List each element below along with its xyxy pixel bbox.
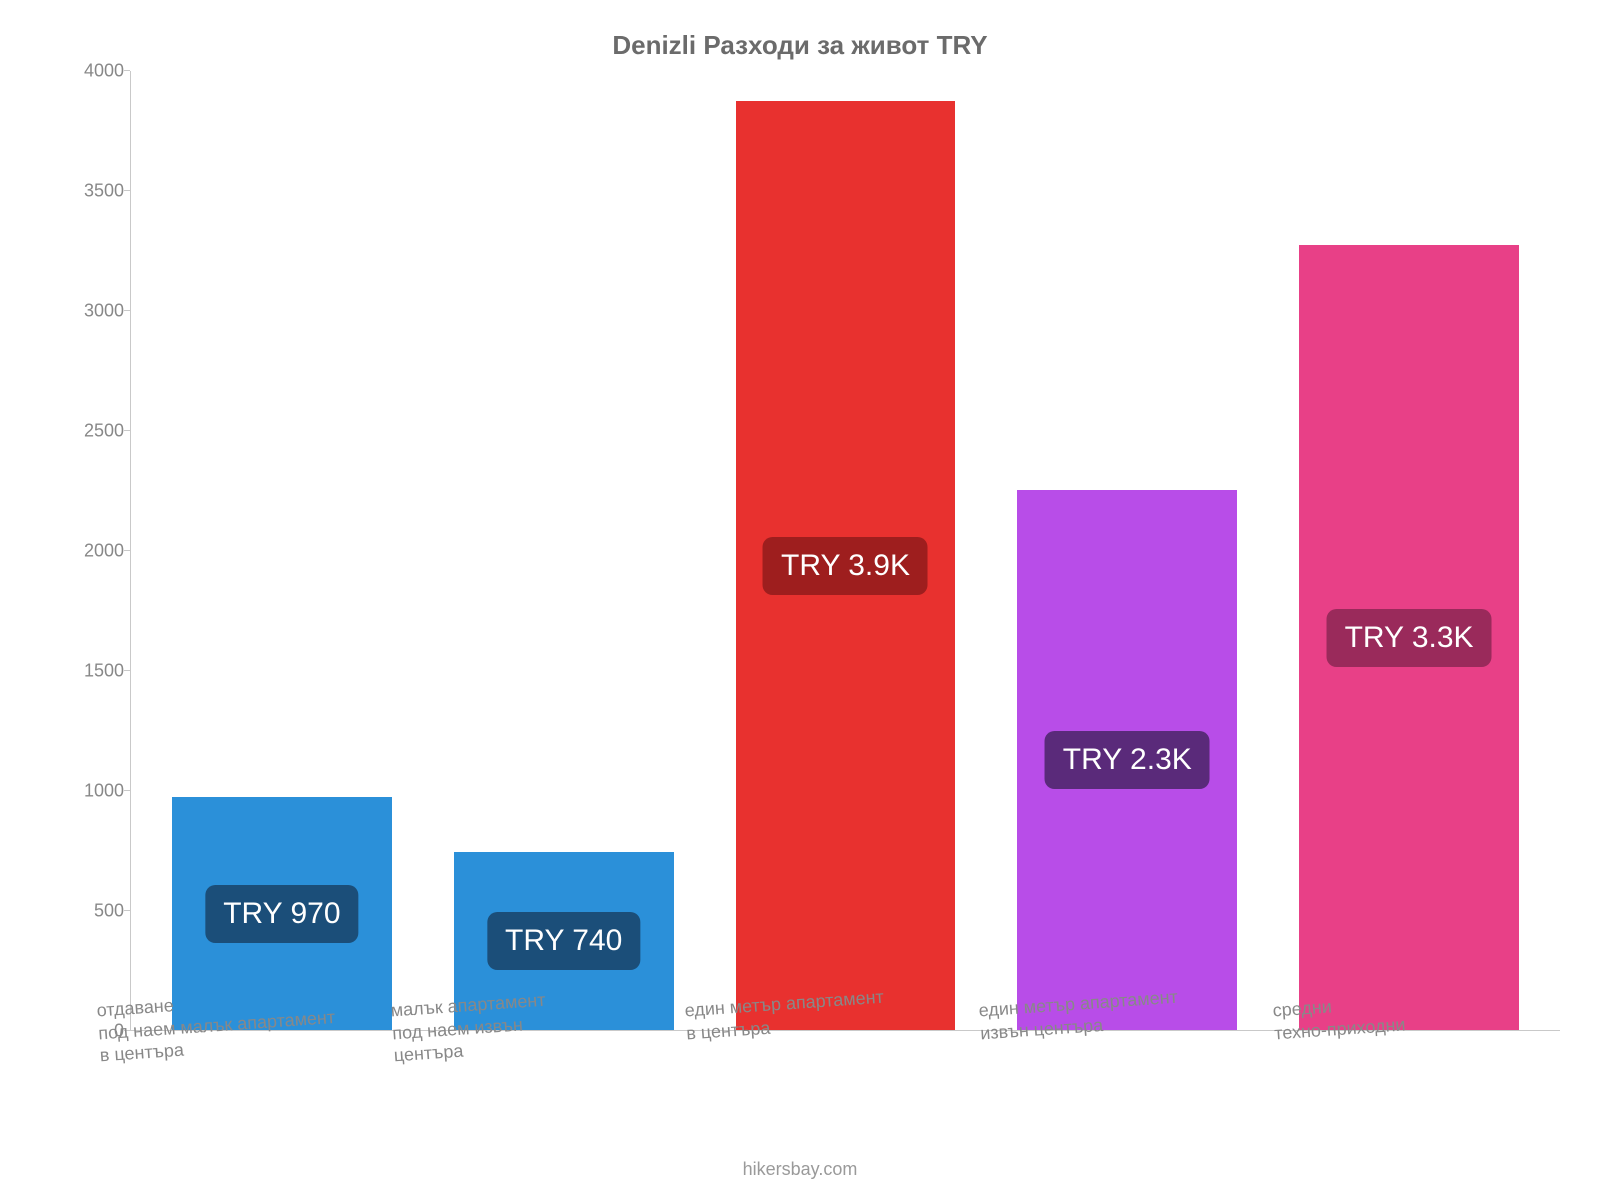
y-tick-label: 2000 (64, 541, 124, 562)
value-badge: TRY 2.3K (1045, 731, 1210, 789)
x-axis-labels: отдаване под наем малък апартамент в цен… (90, 1000, 1560, 1068)
value-badge: TRY 970 (205, 885, 358, 943)
bar-slot: TRY 970 (141, 71, 423, 1030)
bars-area: TRY 970 TRY 740 TRY 3.9K TRY 2.3K TRY 3.3K (130, 71, 1560, 1031)
y-tick-label: 500 (64, 901, 124, 922)
value-badge: TRY 3.9K (763, 537, 928, 595)
y-axis: 05001000150020002500300035004000 (60, 71, 130, 1031)
credit-text: hikersbay.com (0, 1159, 1600, 1180)
y-tick-label: 2500 (64, 421, 124, 442)
chart-container: Denizli Разходи за живот TRY 05001000150… (0, 0, 1600, 1200)
y-tick-label: 3500 (64, 181, 124, 202)
chart-title: Denizli Разходи за живот TRY (40, 30, 1560, 61)
bar-sqm-center: TRY 3.9K (736, 101, 956, 1030)
bar-sqm-outside: TRY 2.3K (1017, 490, 1237, 1030)
value-badge: TRY 3.3K (1327, 609, 1492, 667)
value-badge: TRY 740 (487, 912, 640, 970)
y-tick-label: 1000 (64, 781, 124, 802)
y-tick-label: 1500 (64, 661, 124, 682)
bar-slot: TRY 3.3K (1268, 71, 1550, 1030)
bar-slot: TRY 740 (423, 71, 705, 1030)
plot-area: 05001000150020002500300035004000 TRY 970… (60, 71, 1560, 1031)
bar-slot: TRY 2.3K (986, 71, 1268, 1030)
bars-row: TRY 970 TRY 740 TRY 3.9K TRY 2.3K TRY 3.3K (131, 71, 1560, 1030)
y-tick-label: 4000 (64, 61, 124, 82)
bar-avg-income: TRY 3.3K (1299, 245, 1519, 1030)
y-tick-label: 3000 (64, 301, 124, 322)
bar-slot: TRY 3.9K (705, 71, 987, 1030)
